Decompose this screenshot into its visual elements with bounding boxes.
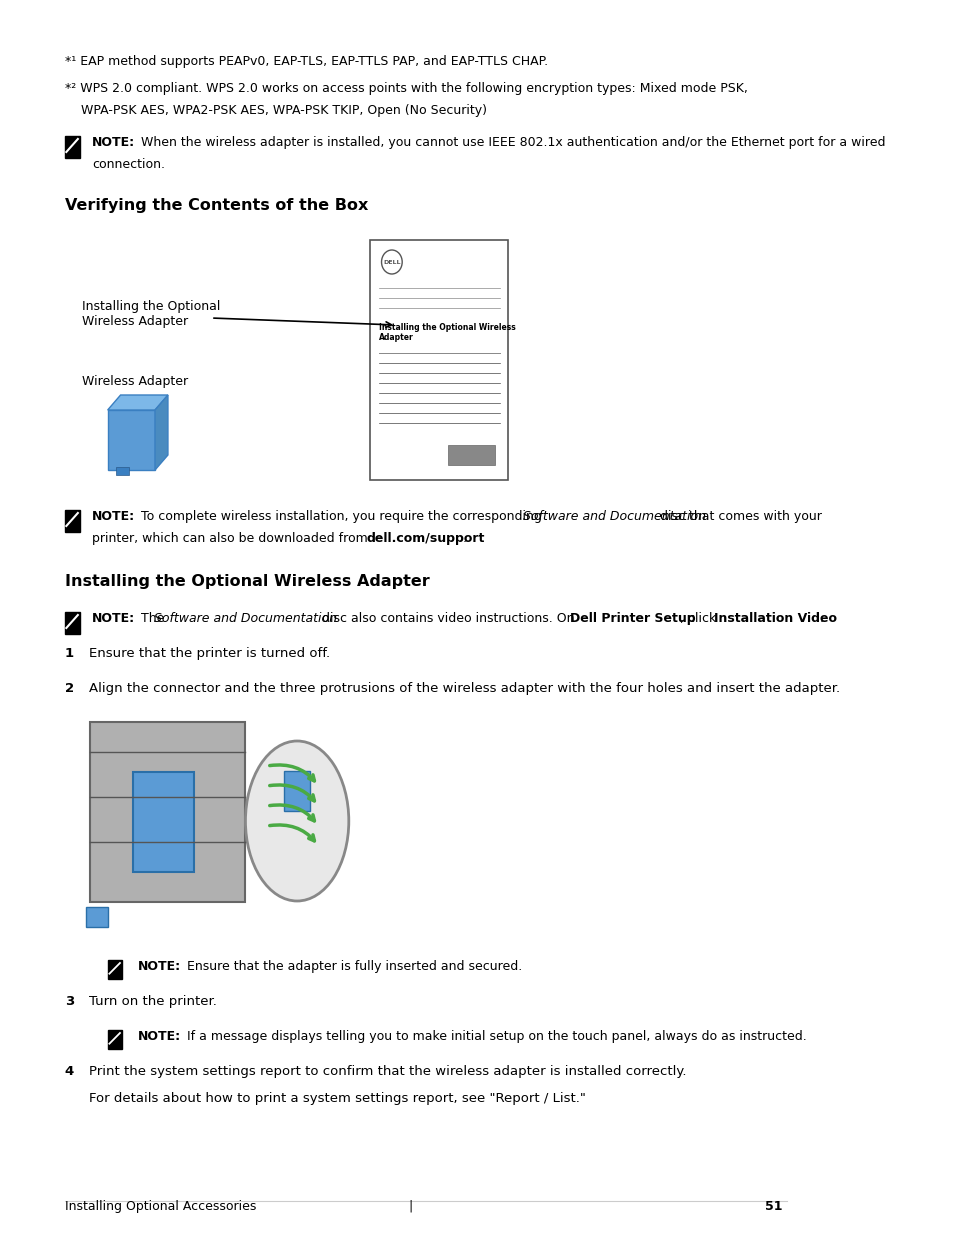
Text: WPA-PSK AES, WPA2-PSK AES, WPA-PSK TKIP, Open (No Security): WPA-PSK AES, WPA2-PSK AES, WPA-PSK TKIP,… bbox=[65, 104, 486, 117]
Bar bbox=[108, 960, 122, 978]
Text: Align the connector and the three protrusions of the wireless adapter with the f: Align the connector and the three protru… bbox=[89, 682, 839, 695]
Text: Turn on the printer.: Turn on the printer. bbox=[89, 995, 216, 1008]
Text: Software and Documentation: Software and Documentation bbox=[154, 613, 336, 625]
Text: The: The bbox=[137, 613, 168, 625]
Text: |: | bbox=[408, 1200, 413, 1213]
Text: When the wireless adapter is installed, you cannot use IEEE 802.1x authenticatio: When the wireless adapter is installed, … bbox=[137, 136, 884, 149]
Polygon shape bbox=[108, 395, 168, 410]
Bar bbox=[108, 1030, 122, 1049]
Text: *¹ EAP method supports PEAPv0, EAP-TLS, EAP-TTLS PAP, and EAP-TTLS CHAP.: *¹ EAP method supports PEAPv0, EAP-TLS, … bbox=[65, 56, 547, 68]
Ellipse shape bbox=[245, 741, 349, 902]
Text: 3: 3 bbox=[65, 995, 73, 1008]
Text: NOTE:: NOTE: bbox=[137, 1030, 181, 1044]
Text: Print the system settings report to confirm that the wireless adapter is install: Print the system settings report to conf… bbox=[89, 1065, 685, 1078]
Text: If a message displays telling you to make initial setup on the touch panel, alwa: If a message displays telling you to mak… bbox=[182, 1030, 805, 1044]
Text: NOTE:: NOTE: bbox=[92, 136, 135, 149]
Text: For details about how to print a system settings report, see "Report / List.": For details about how to print a system … bbox=[89, 1092, 585, 1105]
Text: Verifying the Contents of the Box: Verifying the Contents of the Box bbox=[65, 198, 368, 212]
Text: Software and Documentation: Software and Documentation bbox=[522, 510, 705, 522]
Text: Installing the Optional
Wireless Adapter: Installing the Optional Wireless Adapter bbox=[82, 300, 220, 329]
Text: NOTE:: NOTE: bbox=[92, 613, 135, 625]
Text: Installing the Optional Wireless Adapter: Installing the Optional Wireless Adapter bbox=[65, 574, 429, 589]
Bar bbox=[65, 510, 80, 532]
Text: connection.: connection. bbox=[92, 158, 165, 170]
Bar bbox=[116, 467, 129, 475]
Text: *² WPS 2.0 compliant. WPS 2.0 works on access points with the following encrypti: *² WPS 2.0 compliant. WPS 2.0 works on a… bbox=[65, 82, 747, 95]
Text: .: . bbox=[462, 532, 466, 545]
Text: NOTE:: NOTE: bbox=[92, 510, 135, 522]
Text: DELL: DELL bbox=[383, 259, 400, 264]
Bar bbox=[91, 722, 245, 902]
Text: printer, which can also be downloaded from: printer, which can also be downloaded fr… bbox=[92, 532, 372, 545]
Text: , click: , click bbox=[679, 613, 719, 625]
Bar bbox=[447, 445, 495, 466]
Text: Installing Optional Accessories: Installing Optional Accessories bbox=[65, 1200, 255, 1213]
Polygon shape bbox=[154, 395, 168, 471]
Text: disc also contains video instructions. On: disc also contains video instructions. O… bbox=[317, 613, 578, 625]
Text: Wireless Adapter: Wireless Adapter bbox=[82, 375, 188, 388]
Bar bbox=[133, 772, 193, 872]
Bar bbox=[65, 136, 80, 158]
Text: 51: 51 bbox=[764, 1200, 782, 1213]
Text: Installation Video: Installation Video bbox=[713, 613, 836, 625]
Text: dell.com/support: dell.com/support bbox=[366, 532, 484, 545]
Text: Installing the Optional Wireless
Adapter: Installing the Optional Wireless Adapter bbox=[378, 324, 516, 342]
Text: 2: 2 bbox=[65, 682, 73, 695]
Text: Ensure that the adapter is fully inserted and secured.: Ensure that the adapter is fully inserte… bbox=[182, 960, 521, 973]
Text: .: . bbox=[819, 613, 823, 625]
Text: 1: 1 bbox=[65, 647, 73, 659]
Bar bbox=[370, 240, 508, 480]
Text: Ensure that the printer is turned off.: Ensure that the printer is turned off. bbox=[89, 647, 330, 659]
Bar bbox=[108, 410, 154, 471]
Bar bbox=[284, 771, 310, 811]
Text: To complete wireless installation, you require the corresponding: To complete wireless installation, you r… bbox=[137, 510, 545, 522]
Bar bbox=[65, 613, 80, 634]
Text: 4: 4 bbox=[65, 1065, 73, 1078]
Text: NOTE:: NOTE: bbox=[137, 960, 181, 973]
Text: disc that comes with your: disc that comes with your bbox=[656, 510, 821, 522]
Bar bbox=[86, 906, 108, 927]
Text: Dell Printer Setup: Dell Printer Setup bbox=[570, 613, 695, 625]
